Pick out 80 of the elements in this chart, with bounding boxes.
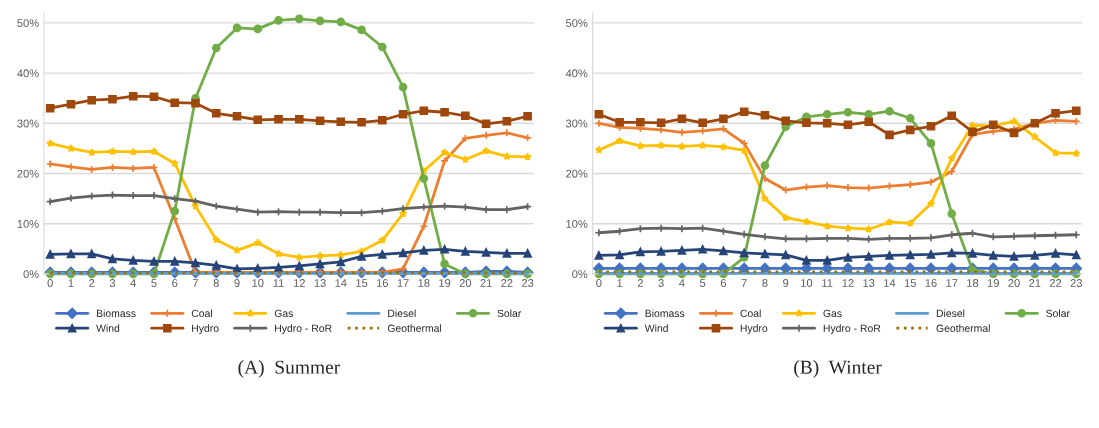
- x-tick-label: 15: [356, 279, 368, 287]
- legend-label: Gas: [274, 309, 293, 318]
- x-tick-label: 22: [1049, 279, 1062, 287]
- legend-label: Wind: [644, 324, 668, 332]
- x-tick-label: 8: [762, 279, 768, 287]
- legend-label: Wind: [96, 324, 120, 332]
- x-tick-label: 22: [501, 279, 513, 287]
- legend-label: Hydro: [192, 324, 219, 335]
- legend-label: Geothermal: [387, 324, 442, 332]
- x-tick-label: 1: [68, 279, 74, 287]
- x-tick-label: 16: [925, 279, 937, 287]
- legend-label: Coal: [191, 309, 212, 318]
- x-tick-label: 3: [109, 279, 116, 287]
- x-tick-label: 23: [522, 279, 534, 287]
- y-tick-label: 50%: [17, 19, 39, 28]
- x-tick-label: 19: [987, 279, 999, 287]
- x-tick-label: 7: [741, 279, 747, 287]
- x-tick-label: 9: [234, 279, 240, 287]
- legend-label: Diesel: [388, 309, 416, 318]
- x-tick-label: 6: [172, 279, 178, 287]
- x-tick-label: 6: [720, 279, 727, 287]
- legend-label: Hydro: [740, 324, 768, 335]
- y-tick-label: 10%: [17, 219, 39, 228]
- x-tick-label: 10: [801, 279, 813, 287]
- x-tick-label: 21: [1029, 279, 1041, 287]
- x-tick-label: 15: [904, 279, 916, 287]
- x-tick-label: 9: [783, 279, 789, 287]
- legend-label: Geothermal: [936, 324, 990, 332]
- y-tick-label: 50%: [565, 19, 588, 28]
- x-tick-label: 4: [679, 279, 685, 287]
- x-tick-label: 2: [89, 279, 95, 287]
- x-tick-label: 1: [617, 279, 623, 287]
- x-tick-label: 2: [637, 279, 643, 287]
- x-tick-label: 14: [884, 279, 896, 287]
- x-tick-label: 4: [130, 279, 136, 287]
- x-tick-label: 11: [273, 279, 284, 287]
- x-tick-label: 12: [842, 279, 854, 287]
- legend-label: Biomass: [96, 309, 136, 318]
- y-tick-label: 0%: [23, 270, 39, 279]
- x-tick-label: 0: [47, 279, 53, 287]
- x-tick-label: 5: [151, 279, 157, 287]
- legend-label: Biomass: [645, 309, 685, 318]
- x-tick-label: 13: [314, 279, 326, 287]
- x-tick-label: 0: [596, 279, 602, 287]
- legend-label: Solar: [497, 309, 522, 318]
- x-tick-label: 20: [459, 279, 472, 287]
- x-tick-label: 3: [658, 279, 664, 287]
- x-tick-label: 10: [252, 279, 264, 287]
- x-tick-label: 14: [335, 279, 347, 287]
- legend-label: Hydro - RoR: [275, 324, 332, 335]
- legend-label: Diesel: [936, 309, 965, 318]
- x-tick-label: 18: [967, 279, 979, 287]
- legend-label: Solar: [1046, 309, 1070, 318]
- legend-label: Coal: [740, 309, 761, 318]
- x-tick-label: 8: [213, 279, 219, 287]
- legend-label: Gas: [823, 309, 842, 318]
- text: (A) Summer: [238, 360, 341, 378]
- x-tick-label: 11: [822, 279, 833, 287]
- y-tick-label: 0%: [572, 270, 588, 279]
- x-tick-label: 12: [293, 279, 305, 287]
- y-tick-label: 10%: [566, 219, 588, 228]
- x-tick-label: 21: [480, 279, 492, 287]
- legend-label: Hydro - RoR: [823, 324, 881, 335]
- y-tick-label: 20%: [566, 169, 588, 178]
- x-tick-label: 18: [418, 279, 430, 287]
- y-tick-label: 40%: [565, 69, 588, 78]
- x-tick-label: 23: [1070, 279, 1082, 287]
- x-tick-label: 5: [700, 279, 706, 287]
- x-tick-label: 16: [376, 279, 388, 287]
- text: (B) Winter: [794, 360, 882, 378]
- y-tick-label: 30%: [17, 119, 39, 128]
- x-tick-label: 17: [397, 279, 409, 287]
- x-tick-label: 20: [1008, 279, 1020, 287]
- y-tick-label: 20%: [17, 169, 39, 178]
- x-tick-label: 19: [439, 279, 451, 287]
- x-tick-label: 17: [946, 279, 958, 287]
- y-tick-label: 30%: [565, 119, 588, 128]
- x-tick-label: 13: [863, 279, 875, 287]
- x-tick-label: 7: [192, 279, 199, 287]
- y-tick-label: 40%: [17, 69, 39, 78]
